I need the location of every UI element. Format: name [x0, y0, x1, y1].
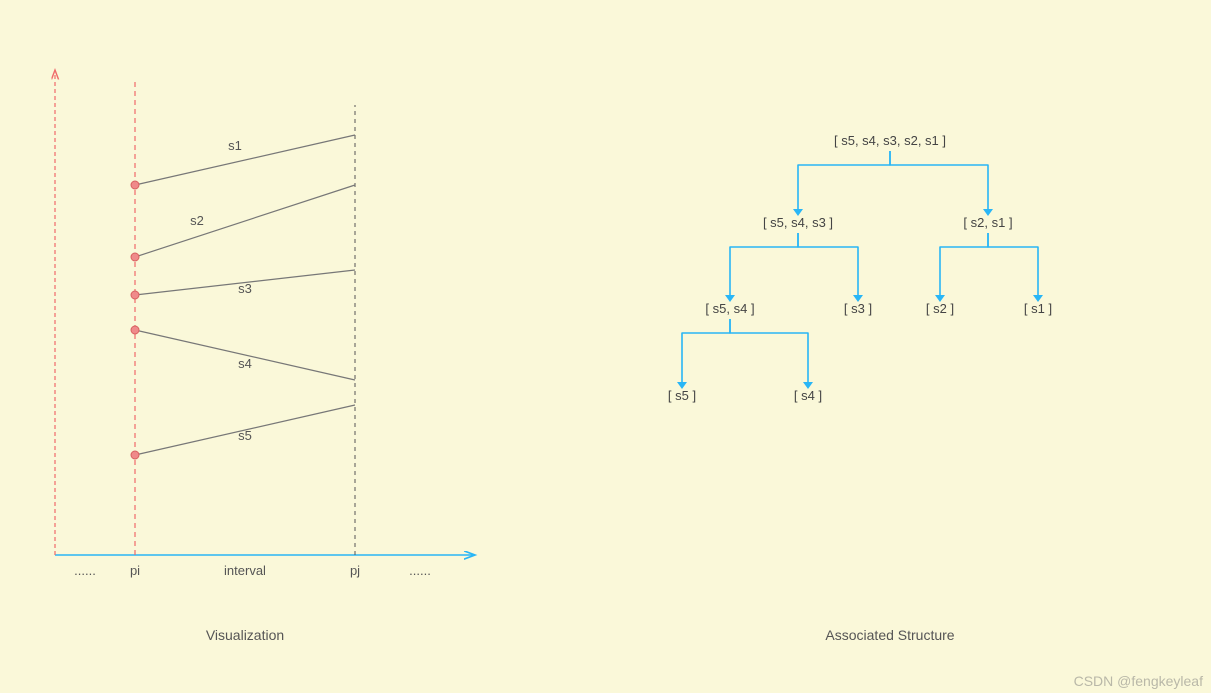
segment-s2	[135, 185, 355, 257]
point-s5	[131, 451, 139, 459]
x-label-3: pj	[350, 563, 360, 578]
point-s4	[131, 326, 139, 334]
tree-node-n543: [ s5, s4, s3 ]	[763, 215, 833, 230]
x-label-1: pi	[130, 563, 140, 578]
x-label-4: ......	[409, 563, 431, 578]
tree-edge-n21-n1	[988, 233, 1038, 295]
segment-label-s1: s1	[228, 138, 242, 153]
point-s3	[131, 291, 139, 299]
tree-node-n2: [ s2 ]	[926, 301, 954, 316]
tree-edge-n21-n2	[940, 233, 988, 295]
tree-node-n4: [ s4 ]	[794, 388, 822, 403]
tree-edge-n54-n5	[682, 319, 730, 382]
tree-edge-n543-n54	[730, 233, 798, 295]
point-s1	[131, 181, 139, 189]
viz-caption: Visualization	[206, 627, 284, 643]
x-label-0: ......	[74, 563, 96, 578]
tree-edge-root-n21	[890, 151, 988, 209]
tree-node-n21: [ s2, s1 ]	[963, 215, 1012, 230]
tree-node-root: [ s5, s4, s3, s2, s1 ]	[834, 133, 946, 148]
tree-node-n3: [ s3 ]	[844, 301, 872, 316]
tree-edge-n54-n4	[730, 319, 808, 382]
segment-label-s2: s2	[190, 213, 204, 228]
segment-s1	[135, 135, 355, 185]
tree-node-n5: [ s5 ]	[668, 388, 696, 403]
point-s2	[131, 253, 139, 261]
tree-caption: Associated Structure	[825, 627, 954, 643]
tree-edge-n543-n3	[798, 233, 858, 295]
segment-label-s4: s4	[238, 356, 252, 371]
tree-node-n1: [ s1 ]	[1024, 301, 1052, 316]
segment-s4	[135, 330, 355, 380]
segment-label-s3: s3	[238, 281, 252, 296]
diagram-canvas: s1 s2 s3 s4 s5...... pi interval pj...... Visual…	[0, 0, 1211, 693]
tree-edge-root-n543	[798, 151, 890, 209]
segment-label-s5: s5	[238, 428, 252, 443]
x-label-2: interval	[224, 563, 266, 578]
tree-node-n54: [ s5, s4 ]	[705, 301, 754, 316]
